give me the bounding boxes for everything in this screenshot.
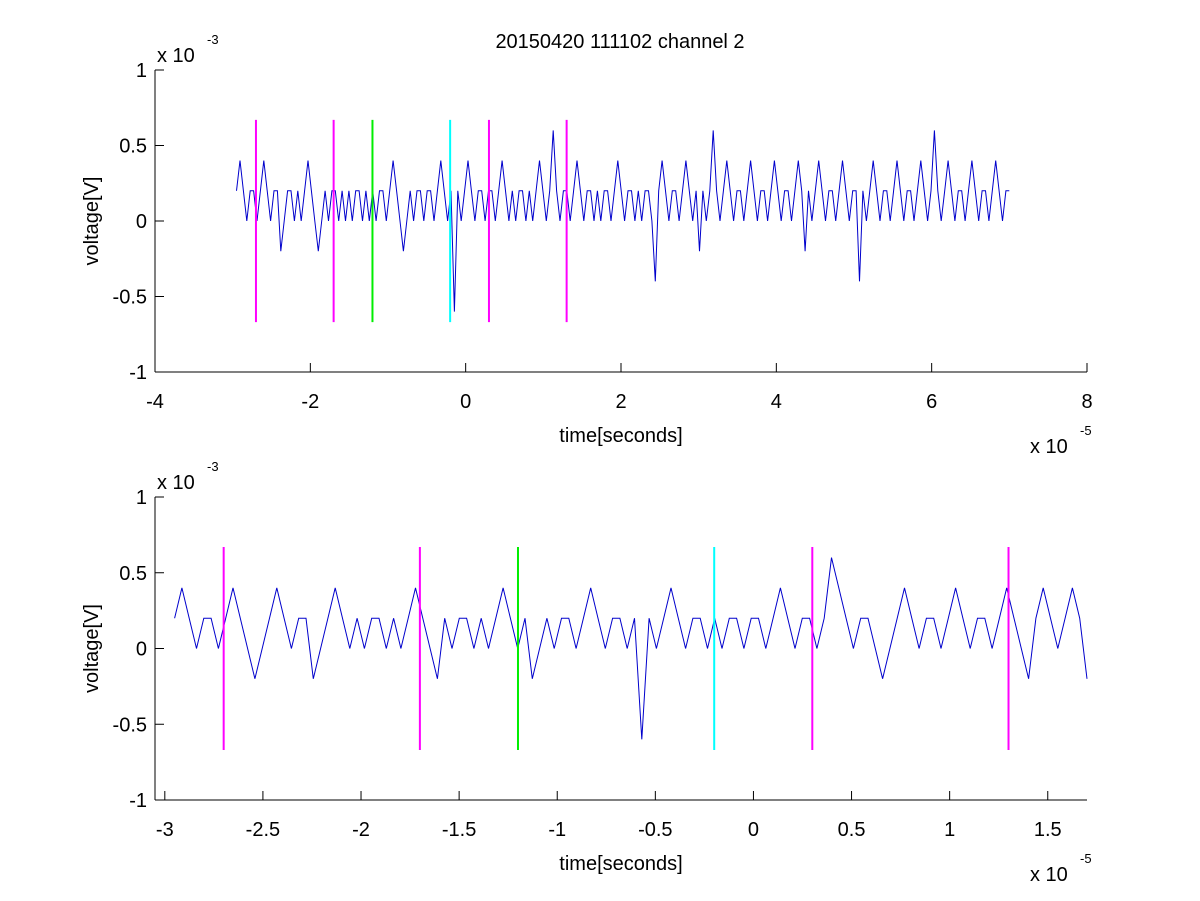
y-tick-label: 1: [136, 60, 147, 82]
y-tick-label: 1: [136, 487, 147, 509]
x-exponent-power: -5: [1080, 423, 1092, 438]
y-tick-label: 0.5: [119, 136, 147, 158]
y-tick-label: -1: [129, 790, 147, 812]
y-exponent-power: -3: [207, 459, 219, 474]
x-tick-label: 8: [1081, 391, 1092, 413]
x-tick-label: 6: [926, 391, 937, 413]
x-tick-label: -3: [156, 819, 174, 841]
x-tick-label: -2: [301, 391, 319, 413]
figure-title: 20150420 111102 channel 2: [495, 31, 744, 53]
y-exponent-power: -3: [207, 32, 219, 47]
x-tick-label: 1: [944, 819, 955, 841]
x-exponent-label: x 10: [1030, 864, 1068, 886]
x-axis-label: time[seconds]: [559, 425, 682, 447]
x-tick-label: 2: [615, 391, 626, 413]
y-tick-label: 0: [136, 639, 147, 661]
y-tick-label: -1: [129, 362, 147, 384]
x-tick-label: -4: [146, 391, 164, 413]
y-tick-label: 0.5: [119, 563, 147, 585]
y-tick-label: -0.5: [113, 287, 147, 309]
signal-trace: [174, 557, 1088, 740]
x-axis-label: time[seconds]: [559, 853, 682, 875]
x-tick-label: -2.5: [246, 819, 280, 841]
y-exponent-label: x 10: [157, 45, 195, 67]
y-tick-label: 0: [136, 211, 147, 233]
y-tick-label: -0.5: [113, 714, 147, 736]
x-exponent-power: -5: [1080, 851, 1092, 866]
x-tick-label: -0.5: [638, 819, 672, 841]
x-tick-label: 4: [771, 391, 782, 413]
x-tick-label: 0: [460, 391, 471, 413]
x-tick-label: -1.5: [442, 819, 476, 841]
x-tick-label: 1.5: [1034, 819, 1062, 841]
top-plot: -1 -0.5 0 0.5 1 -4 -2 0 2 4 6 8 time[seconds] voltage…: [81, 32, 1093, 458]
y-exponent-label: x 10: [157, 472, 195, 494]
x-tick-label: -1: [548, 819, 566, 841]
y-axis-label: voltage[V]: [81, 177, 103, 266]
y-axis-label: voltage[V]: [81, 604, 103, 693]
x-tick-label: 0: [748, 819, 759, 841]
x-tick-label: 0.5: [838, 819, 866, 841]
x-exponent-label: x 10: [1030, 436, 1068, 458]
signal-trace: [236, 130, 1010, 312]
bottom-plot: -1 -0.5 0 0.5 1 -3 -2.5 -2 -1.5 -1 -0.5 0 0.5 1 1.5 tim…: [81, 459, 1092, 886]
x-tick-label: -2: [352, 819, 370, 841]
